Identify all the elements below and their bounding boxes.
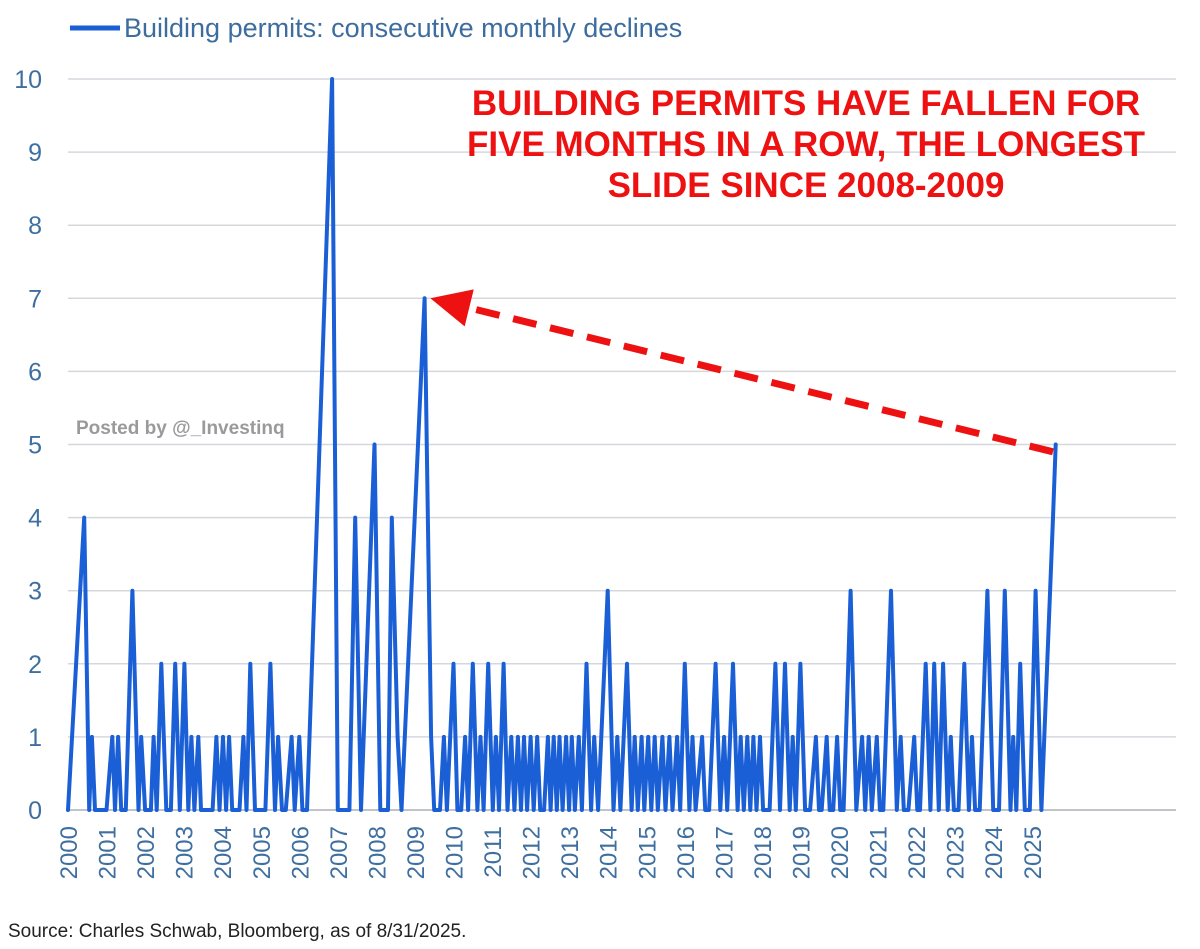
x-tick-label: 2015 bbox=[634, 826, 661, 879]
y-tick-label: 0 bbox=[28, 797, 42, 825]
y-tick-label: 9 bbox=[28, 139, 42, 167]
y-tick-label: 5 bbox=[28, 432, 42, 460]
x-tick-label: 2022 bbox=[904, 826, 931, 879]
x-tick-label: 2019 bbox=[788, 826, 815, 879]
y-tick-label: 4 bbox=[28, 505, 42, 533]
annotation-arrow-head bbox=[430, 289, 474, 327]
y-tick-label: 10 bbox=[14, 66, 42, 94]
x-tick-label: 2023 bbox=[943, 826, 970, 879]
x-tick-label: 2017 bbox=[711, 826, 738, 879]
y-axis: 0 1 2 3 4 5 6 7 8 9 10 bbox=[14, 66, 42, 825]
annotation: BUILDING PERMITS HAVE FALLEN FOR FIVE MO… bbox=[430, 84, 1145, 456]
x-tick-label: 2021 bbox=[866, 826, 893, 879]
annotation-line-3: SLIDE SINCE 2008-2009 bbox=[608, 166, 1005, 205]
series-line-consecutive-monthly-declines bbox=[66, 77, 1058, 812]
x-tick-label: 2014 bbox=[596, 826, 623, 879]
x-tick-label: 2003 bbox=[172, 826, 199, 879]
legend-label: Building permits: consecutive monthly de… bbox=[124, 13, 682, 43]
annotation-line-1: BUILDING PERMITS HAVE FALLEN FOR bbox=[472, 84, 1140, 123]
x-tick-label: 2025 bbox=[1020, 826, 1047, 879]
x-tick-label: 2011 bbox=[480, 826, 507, 878]
x-tick-label: 2002 bbox=[133, 826, 160, 879]
x-tick-label: 2004 bbox=[210, 826, 237, 879]
x-tick-label: 2016 bbox=[673, 826, 700, 879]
watermark: Posted by @_Investinq bbox=[76, 418, 285, 439]
x-tick-label: 2012 bbox=[519, 826, 546, 879]
legend: Building permits: consecutive monthly de… bbox=[70, 13, 682, 43]
x-tick-label: 2018 bbox=[750, 826, 777, 879]
source-note: Source: Charles Schwab, Bloomberg, as of… bbox=[8, 921, 466, 942]
y-tick-label: 7 bbox=[28, 285, 42, 313]
x-tick-label: 2007 bbox=[326, 826, 353, 879]
x-tick-label: 2013 bbox=[557, 826, 584, 879]
x-tick-label: 2010 bbox=[442, 826, 469, 879]
x-tick-label: 2020 bbox=[827, 826, 854, 879]
annotation-line-2: FIVE MONTHS IN A ROW, THE LONGEST bbox=[467, 125, 1145, 164]
x-axis: 2000 2001 2002 2003 2004 2005 2006 2007 2008 2009… bbox=[56, 826, 1047, 879]
x-tick-label: 2005 bbox=[249, 826, 276, 879]
y-tick-label: 8 bbox=[28, 212, 42, 240]
x-tick-label: 2006 bbox=[287, 826, 314, 879]
annotation-arrow-shaft bbox=[468, 304, 1054, 456]
y-tick-label: 6 bbox=[28, 358, 42, 386]
y-tick-label: 2 bbox=[28, 651, 42, 679]
y-tick-label: 1 bbox=[28, 724, 42, 752]
x-tick-label: 2008 bbox=[364, 826, 391, 879]
x-tick-label: 2009 bbox=[403, 826, 430, 879]
x-tick-label: 2000 bbox=[56, 826, 83, 879]
x-tick-label: 2001 bbox=[95, 826, 122, 879]
y-tick-label: 3 bbox=[28, 578, 42, 606]
x-tick-label: 2024 bbox=[981, 826, 1008, 879]
